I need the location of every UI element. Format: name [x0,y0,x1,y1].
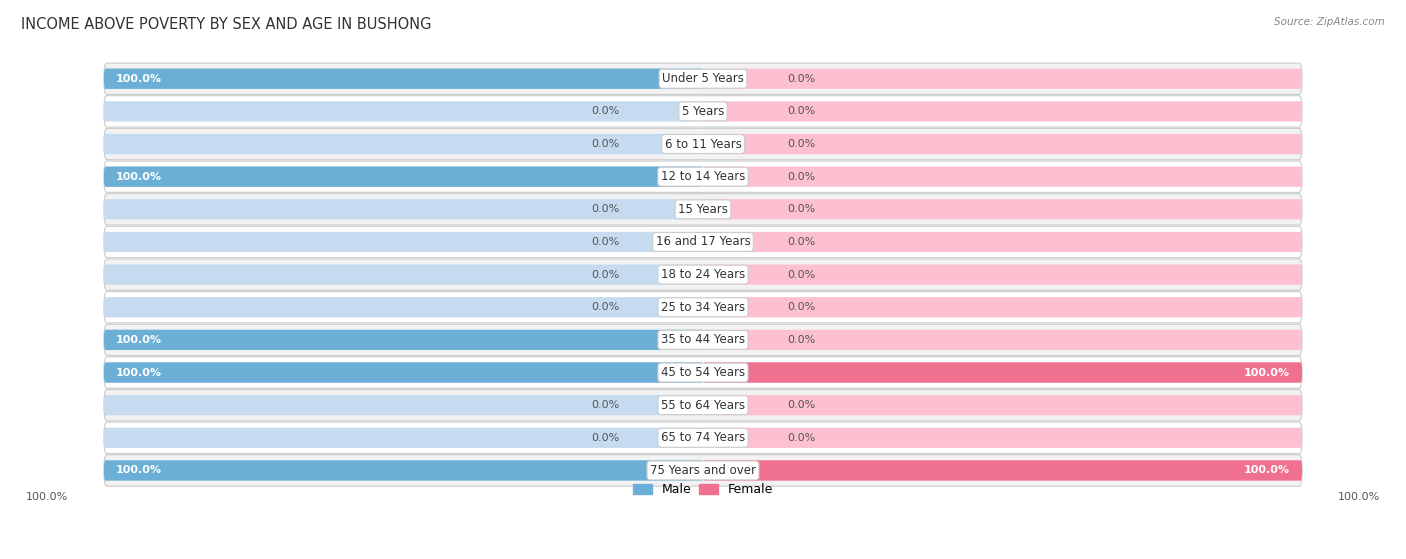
FancyBboxPatch shape [703,134,1302,154]
Text: 0.0%: 0.0% [787,74,815,84]
FancyBboxPatch shape [104,390,1302,421]
FancyBboxPatch shape [104,264,703,285]
Text: 0.0%: 0.0% [787,335,815,345]
Text: 0.0%: 0.0% [591,106,619,116]
FancyBboxPatch shape [104,297,703,318]
Text: 0.0%: 0.0% [591,205,619,214]
FancyBboxPatch shape [104,69,703,89]
FancyBboxPatch shape [104,461,703,481]
FancyBboxPatch shape [703,461,1302,481]
FancyBboxPatch shape [104,96,1302,127]
FancyBboxPatch shape [104,330,703,350]
Text: 100.0%: 100.0% [1337,492,1379,502]
FancyBboxPatch shape [104,167,703,187]
Text: 0.0%: 0.0% [591,237,619,247]
FancyBboxPatch shape [703,167,1302,187]
FancyBboxPatch shape [104,161,1302,192]
FancyBboxPatch shape [104,134,703,154]
Text: 16 and 17 Years: 16 and 17 Years [655,235,751,248]
FancyBboxPatch shape [703,199,1302,220]
Text: 0.0%: 0.0% [787,302,815,312]
Text: 25 to 34 Years: 25 to 34 Years [661,301,745,314]
Text: 12 to 14 Years: 12 to 14 Years [661,170,745,183]
Text: 75 Years and over: 75 Years and over [650,464,756,477]
FancyBboxPatch shape [703,461,1302,481]
FancyBboxPatch shape [104,167,703,187]
FancyBboxPatch shape [703,395,1302,415]
Text: 35 to 44 Years: 35 to 44 Years [661,333,745,347]
Text: 100.0%: 100.0% [1244,466,1291,476]
FancyBboxPatch shape [104,357,1302,388]
Text: 0.0%: 0.0% [787,400,815,410]
Text: 0.0%: 0.0% [787,139,815,149]
Text: 65 to 74 Years: 65 to 74 Years [661,432,745,444]
Text: 0.0%: 0.0% [787,172,815,182]
FancyBboxPatch shape [104,395,703,415]
Text: 0.0%: 0.0% [591,302,619,312]
FancyBboxPatch shape [703,297,1302,318]
FancyBboxPatch shape [703,101,1302,121]
Text: 0.0%: 0.0% [591,433,619,443]
Text: 100.0%: 100.0% [115,172,162,182]
FancyBboxPatch shape [703,428,1302,448]
Text: 0.0%: 0.0% [787,433,815,443]
FancyBboxPatch shape [703,264,1302,285]
Text: 0.0%: 0.0% [787,205,815,214]
FancyBboxPatch shape [703,232,1302,252]
FancyBboxPatch shape [104,428,703,448]
FancyBboxPatch shape [104,199,703,220]
FancyBboxPatch shape [703,330,1302,350]
FancyBboxPatch shape [703,362,1302,383]
Text: 100.0%: 100.0% [115,335,162,345]
Legend: Male, Female: Male, Female [628,479,778,501]
FancyBboxPatch shape [104,232,703,252]
FancyBboxPatch shape [104,330,703,350]
FancyBboxPatch shape [104,362,703,383]
Text: 100.0%: 100.0% [27,492,69,502]
FancyBboxPatch shape [104,69,703,89]
Text: 0.0%: 0.0% [787,106,815,116]
FancyBboxPatch shape [104,129,1302,160]
FancyBboxPatch shape [104,101,703,121]
Text: 6 to 11 Years: 6 to 11 Years [665,138,741,150]
Text: 0.0%: 0.0% [787,237,815,247]
Text: 0.0%: 0.0% [591,269,619,280]
FancyBboxPatch shape [104,362,703,383]
Text: 100.0%: 100.0% [115,74,162,84]
Text: 0.0%: 0.0% [787,269,815,280]
Text: 0.0%: 0.0% [591,139,619,149]
FancyBboxPatch shape [104,324,1302,356]
Text: INCOME ABOVE POVERTY BY SEX AND AGE IN BUSHONG: INCOME ABOVE POVERTY BY SEX AND AGE IN B… [21,17,432,32]
FancyBboxPatch shape [104,455,1302,486]
FancyBboxPatch shape [104,292,1302,323]
FancyBboxPatch shape [104,193,1302,225]
Text: 100.0%: 100.0% [115,367,162,377]
Text: 45 to 54 Years: 45 to 54 Years [661,366,745,379]
Text: Source: ZipAtlas.com: Source: ZipAtlas.com [1274,17,1385,27]
FancyBboxPatch shape [104,226,1302,258]
FancyBboxPatch shape [104,63,1302,94]
FancyBboxPatch shape [703,362,1302,383]
Text: 15 Years: 15 Years [678,203,728,216]
Text: Under 5 Years: Under 5 Years [662,72,744,86]
FancyBboxPatch shape [104,422,1302,453]
Text: 55 to 64 Years: 55 to 64 Years [661,399,745,411]
Text: 100.0%: 100.0% [115,466,162,476]
FancyBboxPatch shape [703,69,1302,89]
Text: 18 to 24 Years: 18 to 24 Years [661,268,745,281]
FancyBboxPatch shape [104,259,1302,290]
Text: 0.0%: 0.0% [591,400,619,410]
Text: 100.0%: 100.0% [1244,367,1291,377]
Text: 5 Years: 5 Years [682,105,724,118]
FancyBboxPatch shape [104,461,703,481]
